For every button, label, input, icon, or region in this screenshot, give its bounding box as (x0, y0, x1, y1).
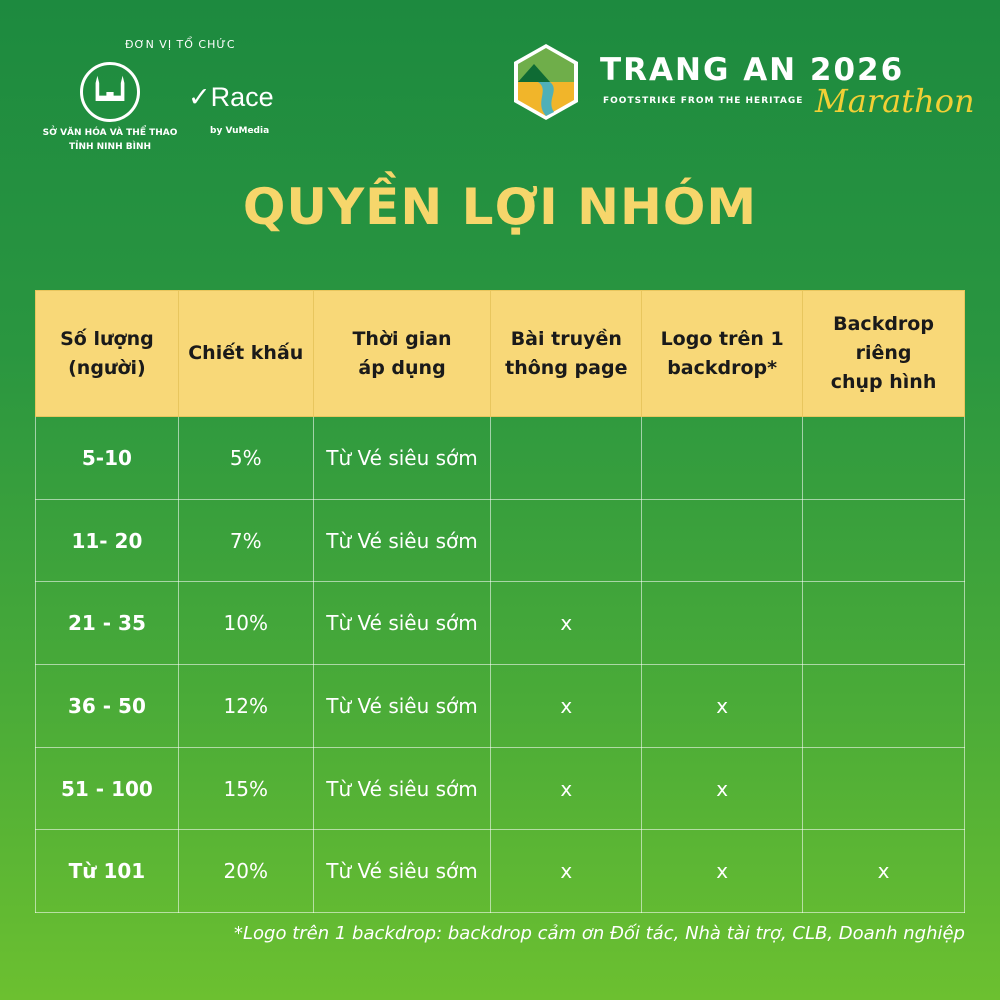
table-cell: x (641, 664, 804, 748)
table-cell (641, 581, 804, 666)
footnote: *Logo trên 1 backdrop: backdrop cảm ơn Đ… (234, 923, 965, 944)
ninh-binh-seal-logo (80, 62, 140, 122)
table-cell: 51 - 100 (35, 746, 179, 831)
table-cell (641, 416, 804, 500)
table-header-row: Số lượng (người) Chiết khấu Thời gian áp dụn… (35, 290, 965, 417)
table-cell: Từ Vé siêu sớm (312, 746, 492, 831)
column-header: Thời gian áp dụng (312, 290, 492, 417)
table-cell: Từ Vé siêu sớm (312, 829, 492, 914)
table-row: 51 - 100 15% Từ Vé siêu sớm x x (35, 746, 965, 831)
vrace-byline: by VuMedia (210, 126, 270, 136)
column-header-line: thông page (505, 356, 628, 379)
column-header-line: Chiết khấu (188, 342, 304, 364)
table-cell (802, 664, 965, 748)
column-header-line: chụp hình (830, 371, 937, 393)
event-title: TRANG AN 2026 (600, 52, 905, 88)
table-row: 5-10 5% Từ Vé siêu sớm (35, 416, 965, 500)
table-cell (802, 416, 965, 500)
table-cell: x (490, 664, 643, 748)
column-header-line: Số lượng (60, 327, 154, 350)
table-cell (490, 416, 643, 500)
dept-line-2: TỈNH NINH BÌNH (68, 142, 152, 152)
event-script-text: Marathon (815, 82, 975, 120)
table-cell: 36 - 50 (35, 664, 179, 748)
column-header-line: backdrop* (667, 356, 778, 379)
dept-line-1: SỞ VĂN HÓA VÀ THỂ THAO (42, 128, 178, 138)
table-row: 21 - 35 10% Từ Vé siêu sớm x (35, 581, 965, 666)
column-header-line: Backdrop riêng (833, 313, 934, 364)
column-header: Số lượng (người) (35, 290, 179, 417)
table-cell (802, 498, 965, 583)
table-cell: x (490, 581, 643, 666)
table-cell: Từ 101 (35, 829, 179, 914)
table-cell: Từ Vé siêu sớm (312, 664, 492, 748)
table-cell: 15% (177, 746, 314, 831)
organizer-label: ĐƠN VỊ TỔ CHỨC (125, 38, 236, 51)
table-row: 11- 20 7% Từ Vé siêu sớm (35, 498, 965, 583)
table-cell: x (641, 829, 804, 914)
table-cell: x (490, 746, 643, 831)
column-header: Bài truyền thông page (490, 290, 643, 417)
table-cell (802, 746, 965, 831)
table-cell: 5% (177, 416, 314, 500)
table-cell: 7% (177, 498, 314, 583)
page-title: QUYỀN LỢI NHÓM (242, 178, 758, 236)
organizer-department: SỞ VĂN HÓA VÀ THỂ THAO TỈNH NINH BÌNH (40, 126, 180, 154)
column-header-line: Bài truyền (510, 327, 622, 350)
group-benefits-table: Số lượng (người) Chiết khấu Thời gian áp dụn… (35, 290, 965, 914)
column-header: Chiết khấu (177, 290, 314, 417)
table-row: Từ 101 20% Từ Vé siêu sớm x x x (35, 829, 965, 914)
event-tagline: FOOTSTRIKE FROM THE HERITAGE (603, 96, 804, 106)
column-header-line: Logo trên 1 (660, 327, 784, 350)
table-cell: 12% (177, 664, 314, 748)
table-cell: 5-10 (35, 416, 179, 500)
trang-an-marathon-logo (510, 42, 582, 122)
table-cell: 20% (177, 829, 314, 914)
column-header: Backdrop riêng chụp hình (802, 290, 965, 417)
table-cell: Từ Vé siêu sớm (312, 416, 492, 500)
table-cell: x (802, 829, 965, 914)
column-header: Logo trên 1 backdrop* (641, 290, 804, 417)
table-cell (490, 498, 643, 583)
table-cell: 10% (177, 581, 314, 666)
vrace-logo: ✓Race (188, 82, 274, 113)
table-cell: Từ Vé siêu sớm (312, 498, 492, 583)
table-cell: x (641, 746, 804, 831)
check-icon: ✓ (188, 82, 211, 112)
table-cell: 11- 20 (35, 498, 179, 583)
vrace-text: Race (210, 82, 274, 112)
table-cell: Từ Vé siêu sớm (312, 581, 492, 666)
table-row: 36 - 50 12% Từ Vé siêu sớm x x (35, 664, 965, 748)
table-cell (802, 581, 965, 666)
column-header-line: áp dụng (358, 356, 446, 379)
table-cell (641, 498, 804, 583)
table-cell: x (490, 829, 643, 914)
table-cell: 21 - 35 (35, 581, 179, 666)
column-header-line: Thời gian (352, 327, 452, 350)
column-header-line: (người) (68, 356, 146, 379)
